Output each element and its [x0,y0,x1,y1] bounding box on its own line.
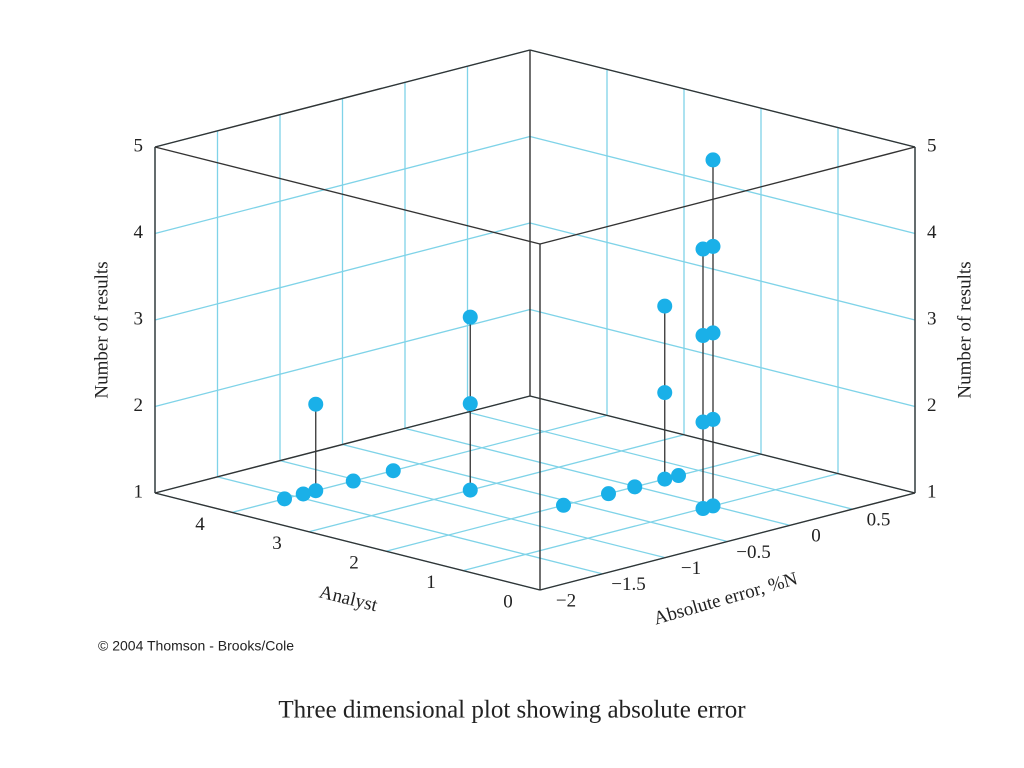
y-tick-label: 2 [349,553,359,574]
y-tick-label: 1 [426,572,436,593]
z-tick-label: 3 [134,308,144,329]
grid-line [231,414,608,514]
x-tick-label: −1.5 [611,574,645,595]
point [462,396,478,412]
z-tick-label: 2 [134,395,144,416]
box-edge [154,49,531,148]
point [705,411,721,427]
point [308,396,324,412]
z-tick-label: 4 [134,222,144,243]
box-edge [154,146,541,245]
point [295,486,311,502]
point [657,385,673,401]
x-axis-label: Absolute error, %N [651,568,800,629]
x-tick-label: 0 [811,526,821,547]
point [705,238,721,254]
x-tick-label: −2 [556,590,576,611]
z-tick-label: 4 [927,222,937,243]
point [462,482,478,498]
z-axis-label-right: Number of results [954,261,975,398]
grid-line [279,460,666,559]
x-tick-label: −1 [681,558,701,579]
grid-line [529,135,916,235]
point [671,468,686,484]
y-tick-label: 4 [195,514,205,535]
z-axis-label: Number of results [91,261,112,398]
caption: Three dimensional plot showing absolute … [278,697,746,724]
box-edge [539,492,916,591]
point [705,325,721,341]
box-edge [539,146,916,245]
z-tick-label: 1 [134,481,144,502]
grid-line [462,472,839,572]
z-tick-label: 5 [134,135,144,156]
point [345,473,361,489]
z-tick-label: 2 [927,395,937,416]
point [627,479,643,495]
grid-line [404,427,791,526]
point [601,486,616,502]
z-tick-label: 1 [927,481,937,502]
credit: © 2004 Thomson - Brooks/Cole [98,638,294,654]
box-edge [529,49,916,148]
grid-line [154,222,531,321]
point [705,498,721,514]
point [308,483,324,499]
grid-line [529,308,916,408]
box-edge [154,492,541,591]
point [657,298,673,314]
point [556,497,571,513]
point [657,471,673,487]
grid-line [308,434,685,533]
x-tick-label: −0.5 [736,542,770,563]
box-edge [529,395,916,494]
z-tick-label: 3 [927,308,937,329]
grid-line [154,308,531,408]
box-edge [154,395,531,494]
grid-line [217,476,603,575]
y-tick-label: 3 [272,533,282,554]
grid-line [529,222,916,321]
grid-line [385,453,762,552]
z-tick-label: 5 [927,135,937,156]
y-axis-label: Analyst [317,582,380,617]
point [462,309,478,325]
x-tick-label: 0.5 [867,510,891,531]
grid-line [467,411,853,510]
point [277,491,292,507]
grid-line [154,135,531,235]
grid-line [342,443,728,543]
point [705,152,721,168]
point [385,463,401,479]
y-tick-label: 0 [503,591,513,612]
